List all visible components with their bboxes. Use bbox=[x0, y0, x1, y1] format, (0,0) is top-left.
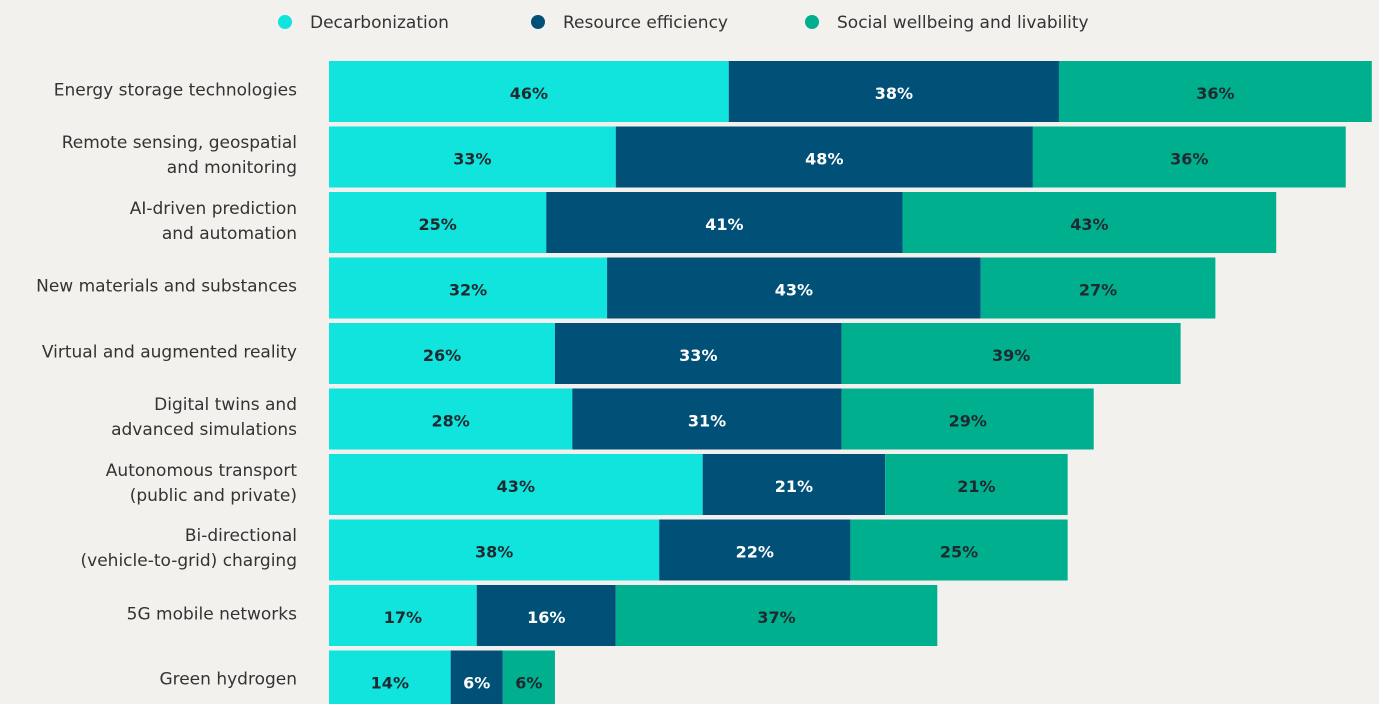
value-label: 17% bbox=[384, 608, 422, 627]
value-label: 38% bbox=[475, 543, 513, 562]
value-label: 21% bbox=[775, 477, 813, 496]
bar-segment bbox=[329, 126, 616, 188]
bar-segment bbox=[329, 61, 729, 122]
bar-segment bbox=[329, 388, 573, 450]
value-label: 26% bbox=[423, 346, 461, 365]
bar-segment bbox=[850, 519, 1068, 581]
value-label: 48% bbox=[805, 150, 843, 169]
bar-segment bbox=[607, 257, 981, 319]
value-label: 6% bbox=[463, 674, 490, 693]
category-label: New materials and substances bbox=[36, 276, 297, 297]
bar-segment bbox=[659, 519, 851, 581]
value-label: 28% bbox=[432, 412, 470, 431]
value-label: 36% bbox=[1170, 150, 1208, 169]
value-label: 14% bbox=[371, 674, 409, 693]
value-label: 32% bbox=[449, 281, 487, 300]
category-label: Bi-directional (vehicle-to-grid) chargin… bbox=[80, 526, 297, 571]
value-label: 29% bbox=[949, 412, 987, 431]
category-label: Energy storage technologies bbox=[53, 80, 297, 100]
value-label: 16% bbox=[527, 608, 565, 627]
value-label: 31% bbox=[688, 412, 726, 431]
bar-segment bbox=[329, 323, 555, 384]
bar-segment bbox=[728, 61, 1059, 122]
bar-segment bbox=[902, 192, 1277, 253]
bar-segment bbox=[841, 323, 1181, 384]
bar-segment bbox=[502, 650, 555, 704]
value-label: 43% bbox=[1070, 215, 1108, 234]
value-label: 33% bbox=[679, 346, 717, 365]
bar-segment bbox=[615, 126, 1033, 188]
value-label: 37% bbox=[757, 608, 795, 627]
legend-label: Decarbonization bbox=[310, 13, 449, 33]
bar-segment bbox=[476, 585, 616, 646]
value-label: 39% bbox=[992, 346, 1030, 365]
value-label: 43% bbox=[775, 281, 813, 300]
category-label: Remote sensing, geospatial and monitorin… bbox=[61, 133, 297, 178]
value-label: 21% bbox=[957, 477, 995, 496]
bar-segment bbox=[329, 585, 477, 646]
value-label: 46% bbox=[510, 84, 548, 103]
category-label: Autonomous transport (public and private… bbox=[105, 460, 297, 506]
value-label: 41% bbox=[705, 215, 743, 234]
value-label: 25% bbox=[418, 215, 456, 234]
bar-segment bbox=[329, 257, 608, 319]
legend-swatch bbox=[531, 15, 545, 29]
bar-segment bbox=[615, 585, 938, 646]
value-label: 25% bbox=[940, 543, 978, 562]
bar-segment bbox=[885, 454, 1068, 515]
category-label: Green hydrogen bbox=[159, 669, 297, 690]
value-label: 33% bbox=[453, 150, 491, 169]
value-label: 6% bbox=[515, 674, 542, 693]
value-label: 36% bbox=[1196, 84, 1234, 103]
value-label: 43% bbox=[497, 477, 535, 496]
legend-label: Social wellbeing and livability bbox=[837, 13, 1089, 33]
bar-segment bbox=[329, 192, 547, 253]
bar-segment bbox=[1058, 61, 1372, 122]
legend-swatch bbox=[805, 15, 819, 29]
value-label: 22% bbox=[736, 543, 774, 562]
bar-segment bbox=[702, 454, 886, 515]
bar-segment bbox=[1032, 126, 1346, 188]
category-label: Digital twins and advanced simulations bbox=[111, 395, 297, 440]
bar-segment bbox=[329, 519, 660, 581]
bar-segment bbox=[450, 650, 503, 704]
category-label: Virtual and augmented reality bbox=[41, 342, 297, 362]
bar-segment bbox=[554, 323, 842, 384]
legend-swatch bbox=[278, 15, 292, 29]
bar-segment bbox=[329, 454, 703, 515]
bar-segment bbox=[329, 650, 451, 704]
category-label: 5G mobile networks bbox=[126, 604, 297, 624]
bar-segment bbox=[980, 257, 1216, 319]
value-label: 27% bbox=[1079, 281, 1117, 300]
bar-segment bbox=[841, 388, 1094, 450]
bar-segment bbox=[572, 388, 842, 450]
value-label: 38% bbox=[875, 84, 913, 103]
legend-label: Resource efficiency bbox=[563, 13, 728, 33]
bar-segment bbox=[546, 192, 903, 253]
category-label: AI-driven prediction and automation bbox=[129, 198, 297, 244]
